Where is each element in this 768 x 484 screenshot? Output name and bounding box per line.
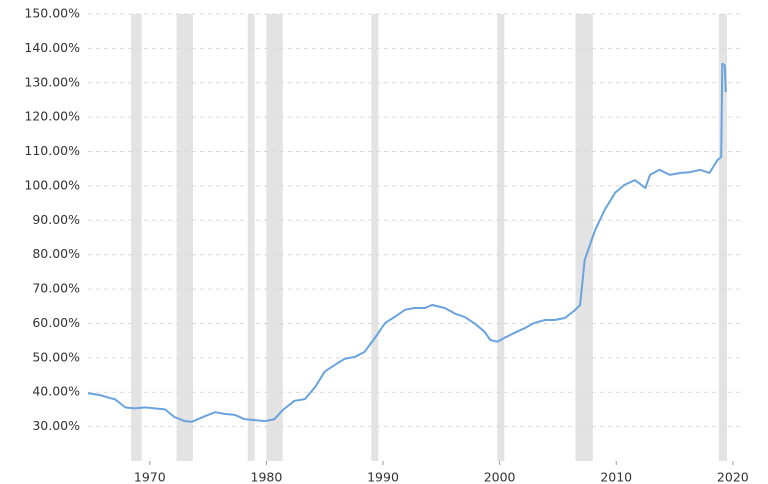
recession-band <box>247 14 255 461</box>
y-tick-label: 120.00% <box>24 109 80 124</box>
recession-band <box>718 14 728 461</box>
recession-band <box>575 14 593 461</box>
recession-band <box>131 14 142 461</box>
x-tick-label: 1970 <box>134 470 166 484</box>
axis-labels: 30.00% 40.00% 50.00% 60.00% 70.00% 80.00% 90.0… <box>24 6 748 484</box>
x-tick-label: 1990 <box>367 470 399 484</box>
data-line <box>87 62 727 423</box>
recession-band <box>176 14 193 461</box>
x-tick-label: 2010 <box>600 470 632 484</box>
grid <box>88 13 741 465</box>
y-tick-label: 50.00% <box>32 349 80 364</box>
y-tick-label: 100.00% <box>24 177 80 192</box>
y-tick-label: 80.00% <box>32 246 80 261</box>
y-tick-label: 70.00% <box>32 281 80 296</box>
y-tick-label: 60.00% <box>32 315 80 330</box>
y-tick-label: 90.00% <box>32 212 80 227</box>
x-tick-label: 1980 <box>251 470 283 484</box>
y-tick-label: 30.00% <box>32 418 80 433</box>
recession-bands <box>131 14 728 461</box>
y-tick-label: 130.00% <box>24 74 80 89</box>
y-tick-label: 110.00% <box>24 143 80 158</box>
recession-band <box>266 14 283 461</box>
recession-band <box>497 14 505 461</box>
x-tick-label: 2000 <box>484 470 516 484</box>
recession-band <box>371 14 379 461</box>
x-tick-label: 2020 <box>717 470 749 484</box>
y-tick-label: 150.00% <box>24 6 80 21</box>
y-tick-label: 40.00% <box>32 384 80 399</box>
y-tick-label: 140.00% <box>24 40 80 55</box>
plot <box>87 62 727 423</box>
